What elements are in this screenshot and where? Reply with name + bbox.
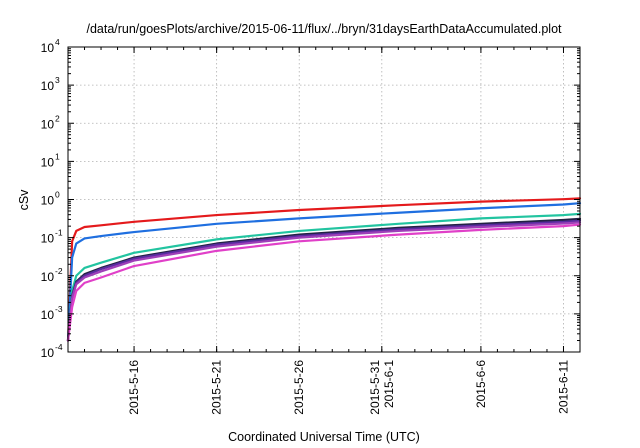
y-tick-label: 10 2 xyxy=(41,113,60,131)
y-tick-label-exponent: 4 xyxy=(55,37,60,47)
x-tick-label: 2015-5-26 xyxy=(292,360,306,415)
y-tick-label-base: 10 xyxy=(41,194,55,208)
series-line-7 xyxy=(66,223,582,342)
y-tick-label: 10 -1 xyxy=(41,228,63,246)
y-tick-label-exponent: 1 xyxy=(55,151,60,161)
y-tick-label-exponent: -2 xyxy=(55,266,63,276)
series-line-1 xyxy=(66,197,582,342)
y-tick-label-exponent: -4 xyxy=(55,342,63,352)
y-tick-label-base: 10 xyxy=(41,79,55,93)
y-tick-label-base: 10 xyxy=(41,270,55,284)
y-tick-label-base: 10 xyxy=(41,232,55,246)
y-tick-label-base: 10 xyxy=(41,117,55,131)
y-tick-label-exponent: 3 xyxy=(55,75,60,85)
grid xyxy=(68,47,580,352)
y-tick-label-exponent: -1 xyxy=(55,228,63,238)
y-tick-label-exponent: -3 xyxy=(55,304,63,314)
x-tick-label: 2015-6-11 xyxy=(556,360,570,414)
y-tick-label-exponent: 2 xyxy=(55,113,60,123)
series-line-6 xyxy=(66,221,582,342)
y-tick-label: 10 1 xyxy=(41,151,60,169)
x-tick-label: 2015-6-6 xyxy=(474,360,488,408)
y-tick-label: 10 -2 xyxy=(41,266,63,284)
y-tick-label-base: 10 xyxy=(41,41,55,55)
y-tick-label-base: 10 xyxy=(41,308,55,322)
y-tick-label-base: 10 xyxy=(41,155,55,169)
x-tick-labels: 2015-5-16 2015-5-21 2015-5-26 2015-5-31 2015… xyxy=(127,360,570,415)
series-group xyxy=(66,197,582,342)
x-tick-label: 2015-5-31 xyxy=(368,360,382,415)
x-axis-label: Coordinated Universal Time (UTC) xyxy=(228,430,420,444)
y-tick-label: 10 0 xyxy=(41,190,60,208)
y-tick-label: 10 -3 xyxy=(41,304,63,322)
x-tick-label: 2015-5-16 xyxy=(127,360,141,415)
chart-title: /data/run/goesPlots/archive/2015-06-11/f… xyxy=(86,22,562,36)
series-line-2 xyxy=(66,202,582,342)
series-line-3 xyxy=(66,212,582,342)
x-tick-label: 2015-5-21 xyxy=(210,360,224,415)
x-tick-label: 2015-6-1 xyxy=(382,360,396,408)
ticks xyxy=(67,46,581,353)
y-axis-label: cSv xyxy=(17,189,31,211)
y-tick-label-exponent: 0 xyxy=(55,190,60,200)
y-tick-label-base: 10 xyxy=(41,346,55,360)
y-tick-label: 10 3 xyxy=(41,75,60,93)
y-tick-label: 10 -4 xyxy=(41,342,63,360)
y-tick-label: 10 4 xyxy=(41,37,60,55)
